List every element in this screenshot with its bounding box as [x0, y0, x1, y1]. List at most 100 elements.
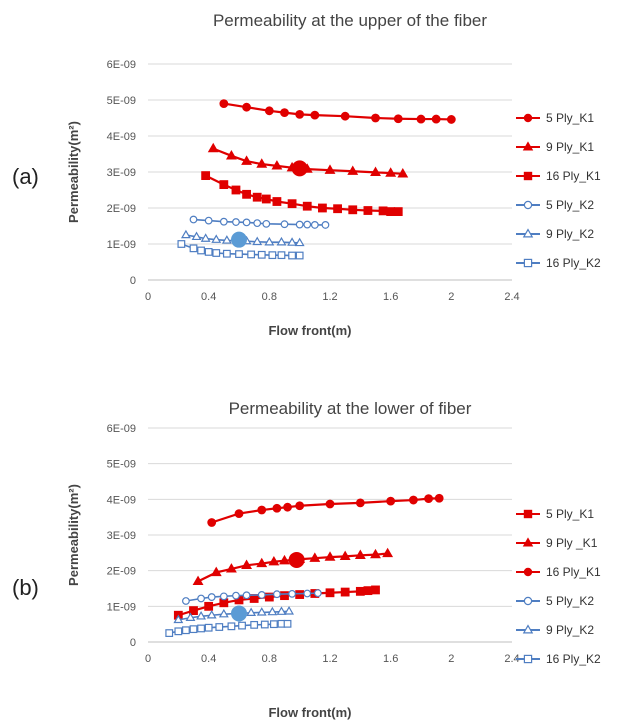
data-point	[227, 622, 236, 631]
data-point	[313, 589, 322, 598]
data-point	[207, 593, 216, 601]
x-tick-label: 2	[448, 291, 454, 303]
data-point	[256, 557, 268, 568]
data-point	[173, 614, 184, 624]
data-point	[182, 597, 190, 605]
legend-label: 9 Ply_K2	[546, 227, 594, 241]
data-point	[234, 509, 244, 518]
x-tick-label: 0.8	[262, 653, 277, 665]
data-point	[295, 109, 305, 119]
data-point	[325, 499, 335, 509]
x-tick-label: 2.4	[504, 653, 519, 665]
data-point	[371, 113, 380, 123]
data-point	[267, 606, 278, 616]
data-point	[257, 505, 267, 515]
data-point	[363, 586, 373, 596]
data-point	[238, 621, 246, 630]
data-point	[277, 251, 286, 260]
data-point	[232, 591, 240, 600]
data-point	[269, 620, 278, 629]
data-point	[303, 589, 312, 598]
x-tick-label: 2	[448, 653, 454, 665]
legend-label: 5 Ply_K2	[546, 594, 594, 608]
data-point	[219, 592, 228, 601]
panel-label: (b)	[12, 575, 39, 600]
data-point	[197, 624, 205, 633]
data-point	[219, 180, 229, 190]
highlight-point	[231, 231, 247, 248]
data-point	[253, 219, 262, 228]
y-tick-label: 2E-09	[107, 203, 136, 215]
data-point	[262, 219, 271, 228]
data-point	[197, 594, 205, 603]
data-point	[200, 233, 211, 242]
data-point	[242, 591, 251, 600]
data-point	[192, 575, 204, 586]
legend-label: 9 Ply _K1	[546, 536, 598, 550]
legend-marker	[523, 567, 533, 577]
legend-label: 16 Ply_K1	[546, 565, 601, 579]
data-point	[393, 207, 403, 217]
data-point	[225, 149, 237, 160]
data-point	[283, 502, 292, 512]
data-point	[242, 189, 251, 199]
data-point	[288, 589, 296, 598]
data-point	[231, 185, 241, 195]
data-point	[333, 204, 342, 214]
data-point	[256, 607, 267, 616]
legend-marker	[522, 537, 534, 547]
data-point	[310, 110, 320, 120]
data-point	[324, 164, 336, 174]
data-point	[268, 555, 280, 566]
legend-marker	[523, 654, 533, 664]
data-point	[257, 591, 266, 599]
data-point	[264, 106, 274, 116]
data-point	[303, 220, 312, 229]
data-point	[295, 590, 305, 599]
data-point	[280, 591, 289, 601]
y-tick-label: 6E-09	[107, 59, 136, 71]
data-point	[221, 235, 232, 244]
data-point	[256, 158, 268, 168]
data-point	[189, 625, 198, 634]
highlight-point	[291, 160, 308, 177]
legend-label: 5 Ply_K1	[546, 507, 594, 521]
data-point	[191, 231, 202, 241]
y-tick-label: 0	[130, 275, 136, 287]
legend-marker	[523, 171, 533, 181]
data-point	[165, 629, 174, 637]
data-point	[212, 249, 221, 257]
data-point	[204, 601, 214, 611]
y-tick-label: 5E-09	[107, 459, 136, 471]
legend-label: 16 Ply_K2	[546, 652, 601, 666]
data-point	[261, 194, 271, 204]
x-tick-label: 0.4	[201, 653, 216, 665]
data-point	[318, 203, 327, 213]
data-point	[295, 251, 304, 260]
data-point	[416, 114, 426, 124]
data-point	[219, 217, 228, 226]
data-point	[182, 626, 190, 635]
data-point	[370, 166, 381, 176]
x-tick-label: 0	[145, 291, 151, 303]
data-point	[276, 236, 287, 246]
data-point	[295, 220, 304, 229]
data-point	[241, 559, 253, 569]
highlight-point	[288, 551, 305, 568]
legend-marker	[522, 624, 534, 634]
data-point	[309, 552, 321, 562]
x-axis-label: Flow front(m)	[268, 705, 351, 720]
data-point	[242, 218, 251, 227]
data-point	[177, 240, 186, 248]
data-point	[264, 236, 275, 246]
y-tick-label: 4E-09	[107, 131, 136, 143]
data-point	[204, 623, 213, 632]
data-point	[273, 590, 281, 599]
data-point	[363, 206, 373, 215]
data-point	[257, 250, 266, 259]
series-line	[211, 497, 440, 524]
data-point	[431, 114, 441, 124]
data-point	[397, 167, 409, 178]
data-point	[382, 547, 394, 558]
y-axis-label: Permeability(m²)	[66, 484, 81, 586]
